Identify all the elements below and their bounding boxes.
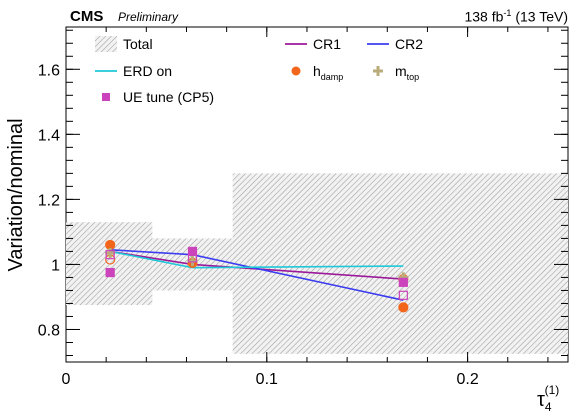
x-tick-label: 0.2 [456,371,478,388]
x-axis-label-main: τ [537,389,545,411]
lumi-exponent: -1 [503,8,512,18]
y-axis-label: Variation/nominal [5,118,27,271]
legend-cr2-label: CR2 [395,36,423,52]
status-label: Preliminary [118,10,179,24]
legend-ue-tune-cp5--label: UE tune (CP5) [123,89,214,105]
legend-total-label: Total [123,36,153,52]
legend-h-damp-label: hdamp [313,63,343,82]
lumi-value: 138 fb [464,8,504,25]
legend-erd-on-label: ERD on [123,63,172,79]
x-tick-label: 0 [62,371,71,388]
luminosity-label: 138 fb-1 (13 TeV) [464,8,568,25]
x-tick-label: 0.1 [256,371,278,388]
y-tick-label: 1.2 [38,192,60,209]
ue-tune-cp5--point [398,290,408,300]
lumi-energy: (13 TeV) [515,8,568,25]
legend-h-damp-symbol [291,66,301,76]
y-tick-label: 1.4 [38,127,60,144]
y-tick-label: 1.6 [38,62,60,79]
legend-h-damp-label-sub: damp [321,72,344,82]
legend-m-top-label: mtop [395,63,419,82]
legend-m-top-symbol [373,66,383,76]
total-band-bin [232,173,568,354]
h-damp-point [398,302,409,313]
ue-tune-cp5--point [187,253,198,263]
x-axis-label: τ4 (1) [537,383,559,414]
m-top-point [187,256,198,267]
experiment-label: CMS [70,8,104,25]
legend-ue-tune-cp5--symbol [102,93,110,101]
ue-tune-cp5--point [398,277,408,287]
m-top-point [105,248,116,259]
y-tick-label: 0.8 [38,322,60,339]
x-axis-label-sub: 4 [545,400,552,414]
ue-tune-cp5--point [187,246,198,257]
legend-cr1-label: CR1 [313,36,341,52]
y-tick-label: 1 [51,257,60,274]
legend-m-top-label-sub: top [407,72,420,82]
ue-tune-cp5--point [105,267,115,278]
x-axis-label-sup: (1) [545,383,560,397]
legend-total-symbol [95,36,117,52]
ue-tune-cp5--point [105,250,115,260]
